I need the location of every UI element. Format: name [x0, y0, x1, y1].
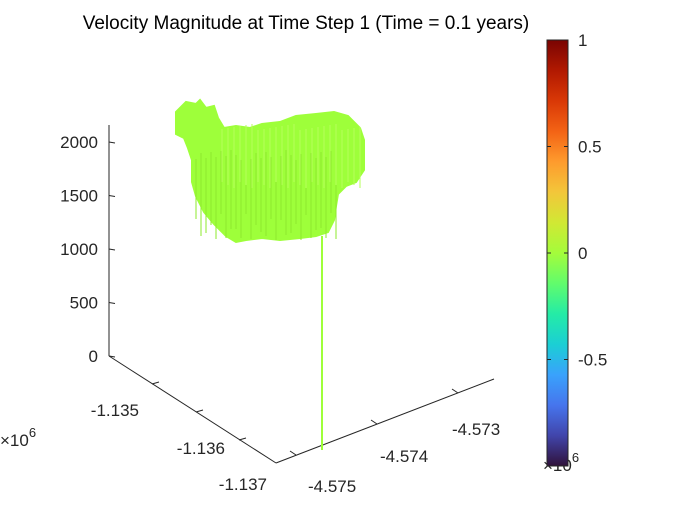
- z-tick-mark: [108, 302, 116, 304]
- x-tick-mark: [451, 388, 459, 394]
- colorbar-tick-label: -0.5: [578, 351, 607, 370]
- y-tick-mark: [195, 409, 204, 413]
- z-tick-mark: [108, 195, 116, 197]
- z-tick-label: 2000: [60, 133, 98, 152]
- z-tick-label: 0: [89, 347, 98, 366]
- y-tick-label: -1.135: [91, 401, 139, 420]
- z-tick-mark: [108, 141, 116, 144]
- colorbar-tick-group: -0.5 0 0.5 1: [547, 31, 607, 370]
- y-axis-line: [108, 355, 277, 464]
- y-tick-label: -1.136: [177, 439, 225, 458]
- y-tick-mark: [238, 437, 247, 441]
- y-tick-mark: [151, 381, 160, 385]
- x-tick-label: -4.573: [452, 420, 500, 439]
- x-tick-mark: [289, 450, 297, 456]
- z-tick-mark: [108, 355, 116, 358]
- z-tick-group: 0 500 1000 1500 2000: [60, 133, 116, 366]
- z-tick-label: 1000: [60, 240, 98, 259]
- velocity-surface: [175, 98, 365, 450]
- chart-title: Velocity Magnitude at Time Step 1 (Time …: [83, 13, 530, 34]
- x-tick-label: -4.574: [380, 447, 428, 466]
- z-tick-mark: [108, 248, 116, 251]
- z-tick-label: 500: [70, 294, 98, 313]
- colorbar-tick-label: 0: [578, 244, 587, 263]
- colorbar-tick-label: 0.5: [578, 138, 602, 157]
- z-tick-label: 1500: [60, 187, 98, 206]
- colorbar: -0.5 0 0.5 1: [546, 31, 607, 467]
- x-tick-label: -4.575: [308, 477, 356, 496]
- colorbar-tick-label: 1: [578, 31, 587, 50]
- x-tick-group: -4.575 -4.574 -4.573: [289, 388, 500, 496]
- y-tick-group: -1.137 -1.136 -1.135: [91, 381, 267, 494]
- y-tick-label: -1.137: [219, 475, 267, 494]
- y-exponent-label: ×106: [0, 425, 36, 450]
- x-tick-mark: [370, 419, 378, 425]
